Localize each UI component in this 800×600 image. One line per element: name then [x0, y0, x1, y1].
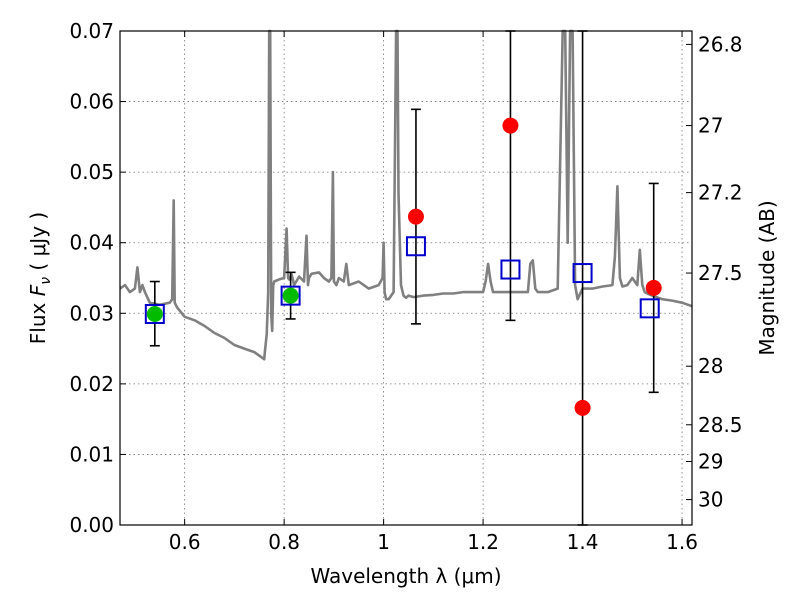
y-tick-label: 0.04: [69, 231, 114, 255]
x-tick-label: 0.6: [169, 530, 201, 554]
magnitude-tick-label: 27: [698, 114, 723, 138]
observed-point-red: [407, 208, 424, 225]
errorbar-layer: [149, 30, 659, 526]
y-axis-label-prefix: Flux: [26, 296, 50, 344]
y-axis-label-symbol: F: [26, 284, 50, 296]
x-axis-label: Wavelength λ (μm): [310, 564, 501, 588]
tick-layer: 0.6 0.8 1 1.2 1.4 1.6 0.00 0.01 0.02 0.03 0.04 0.05…: [69, 19, 742, 554]
model-flux-square: [144, 303, 165, 324]
magnitude-tick-label: 28: [698, 354, 723, 378]
y-axis-label-subscript: ν: [38, 277, 54, 285]
plot-frame: [119, 30, 693, 526]
y-tick-label: 0.01: [69, 442, 114, 466]
magnitude-tick-label: 27.2: [698, 181, 743, 205]
model-flux-square: [500, 259, 521, 280]
spectrum-line: [119, 29, 693, 361]
magnitude-tick-label: 30: [698, 488, 723, 512]
y-tick-label: 0.00: [69, 513, 114, 537]
y-tick-label: 0.06: [69, 90, 114, 114]
y-axis-label: Flux Fν ( μJy ): [26, 212, 54, 344]
y-tick-label: 0.07: [69, 19, 114, 43]
magnitude-axis-label: Magnitude (AB): [755, 200, 779, 355]
observed-point-red: [502, 117, 519, 134]
model-flux-square: [639, 298, 660, 319]
y-tick-label: 0.02: [69, 372, 114, 396]
magnitude-tick-label: 27.5: [698, 261, 743, 285]
y-tick-label: 0.05: [69, 160, 114, 184]
x-tick-label: 1.4: [567, 530, 599, 554]
x-tick-label: 1.6: [666, 530, 698, 554]
y-axis-label-suffix: ( μJy ): [26, 212, 50, 277]
model-flux-square: [572, 263, 593, 284]
magnitude-tick-label: 28.5: [698, 413, 743, 437]
y-tick-label: 0.03: [69, 301, 114, 325]
model-flux-square: [405, 236, 426, 257]
x-tick-label: 0.8: [268, 530, 300, 554]
x-tick-label: 1: [377, 530, 390, 554]
magnitude-tick-label: 26.8: [698, 32, 743, 56]
spectrum-layer: [119, 29, 693, 361]
observed-point-green: [282, 287, 299, 304]
model-flux-square: [280, 285, 301, 306]
observed-point-red: [574, 399, 591, 416]
x-tick-label: 1.2: [467, 530, 499, 554]
observed-point-red: [645, 279, 662, 296]
grid-layer: [120, 31, 692, 525]
marker-layer: [144, 117, 662, 416]
magnitude-tick-label: 29: [698, 449, 723, 473]
observed-point-green: [146, 305, 163, 322]
